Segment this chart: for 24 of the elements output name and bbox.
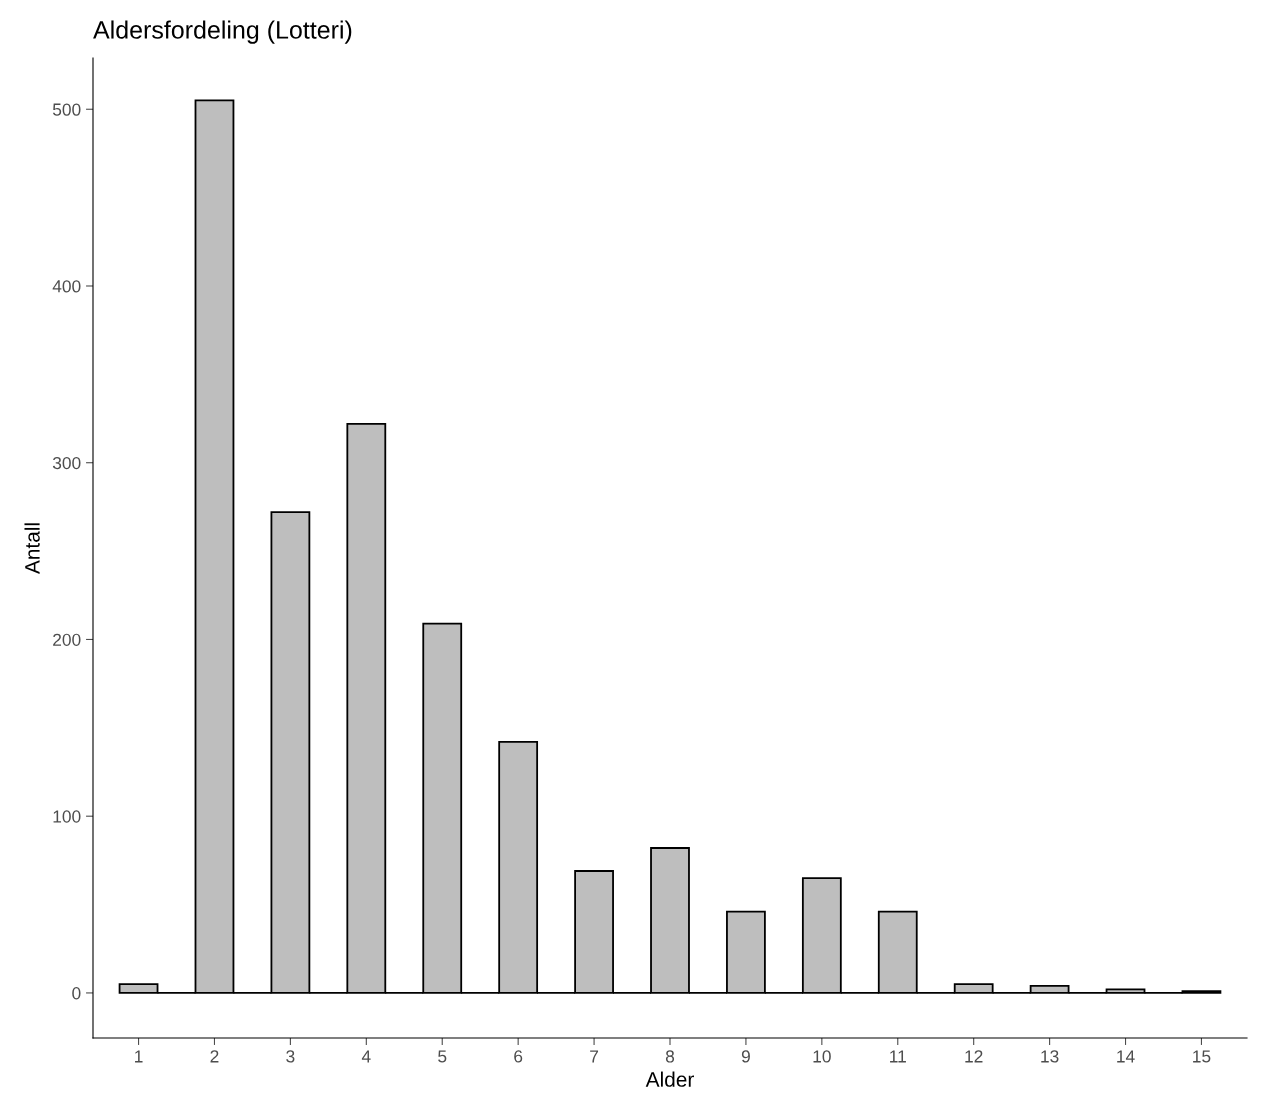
x-tick-label: 8 [665,1050,675,1063]
y-tick-label: 100 [53,810,81,823]
x-tick-label: 4 [361,1050,371,1063]
x-tick-label: 9 [741,1050,750,1063]
y-tick-label: 400 [52,280,81,293]
x-tick-label: 11 [890,1050,906,1063]
x-tick-label: 13 [1041,1050,1059,1063]
y-axis-title: Antall [24,523,40,575]
y-tick-label: 300 [52,456,81,470]
x-tick-label: 3 [286,1050,295,1063]
x-tick-label: 12 [965,1050,983,1063]
y-tick-label: 200 [53,633,81,646]
x-axis-title: Alder [645,1071,694,1087]
x-tick-label: 15 [1193,1050,1211,1063]
x-tick-label: 14 [1117,1050,1135,1063]
x-tick-label: 1 [135,1050,143,1063]
y-tick-label: 500 [52,103,81,116]
x-tick-label: 7 [590,1050,599,1063]
x-tick-label: 6 [514,1050,523,1063]
x-tick-label: 2 [210,1050,219,1063]
y-tick-label: 0 [72,987,81,1000]
x-tick-label: 5 [438,1050,447,1063]
chart-title: Aldersfordeling (Lotteri) [93,20,352,44]
x-tick-label: 10 [813,1050,831,1063]
